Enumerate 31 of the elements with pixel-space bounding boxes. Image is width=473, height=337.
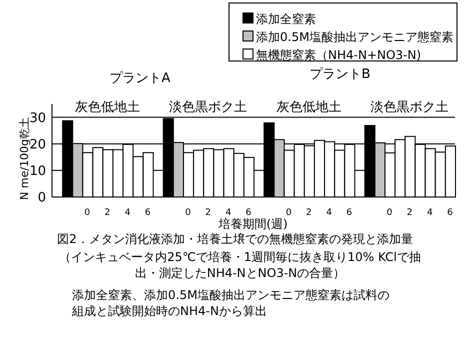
x-tick-label: 6 [447, 208, 454, 218]
x-tick-label: 4 [326, 208, 332, 218]
text: プラントB [310, 67, 370, 82]
y-tick-label: 10 [29, 164, 46, 179]
x-tick-label: 4 [426, 208, 433, 218]
x-tick-label: 0 [185, 208, 192, 218]
x-tick-label: 2 [406, 208, 413, 218]
x-tick-label: 6 [346, 208, 352, 218]
x-tick-label: 4 [225, 208, 232, 218]
y-tick-label: 0 [38, 190, 46, 206]
y-axis-title: N me/100g乾土 [18, 117, 31, 200]
x-tick-label: 6 [246, 208, 252, 218]
y-tick-label: 30 [29, 110, 46, 126]
annotation: 淡色黒ボク土 [370, 100, 449, 115]
x-axis-title: 培養期間(週) [217, 217, 288, 231]
annotation: 灰色低地土 [276, 100, 342, 115]
x-tick-label: 0 [84, 208, 90, 218]
x-tick-label: 6 [144, 208, 151, 218]
x-tick-label: 0 [286, 208, 292, 218]
y-tick-label: 20 [29, 137, 46, 152]
text: プラントA [110, 71, 171, 86]
x-tick-label: 2 [205, 208, 212, 218]
x-tick-label: 0 [386, 208, 393, 218]
x-tick-label: 4 [124, 208, 131, 218]
annotation: 淡色黒ボク土 [169, 100, 248, 115]
x-tick-label: 2 [104, 208, 110, 218]
legend-label: 無機態窒素（NH4-N+NO3-N) [256, 48, 422, 62]
legend-label: 添加全窒素 [256, 12, 316, 26]
annotation: 灰色低地土 [74, 100, 140, 115]
x-tick-label: 2 [306, 208, 312, 218]
legend-label: 添加0.5M塩酸抽出アンモニア態窒素 [256, 30, 454, 44]
